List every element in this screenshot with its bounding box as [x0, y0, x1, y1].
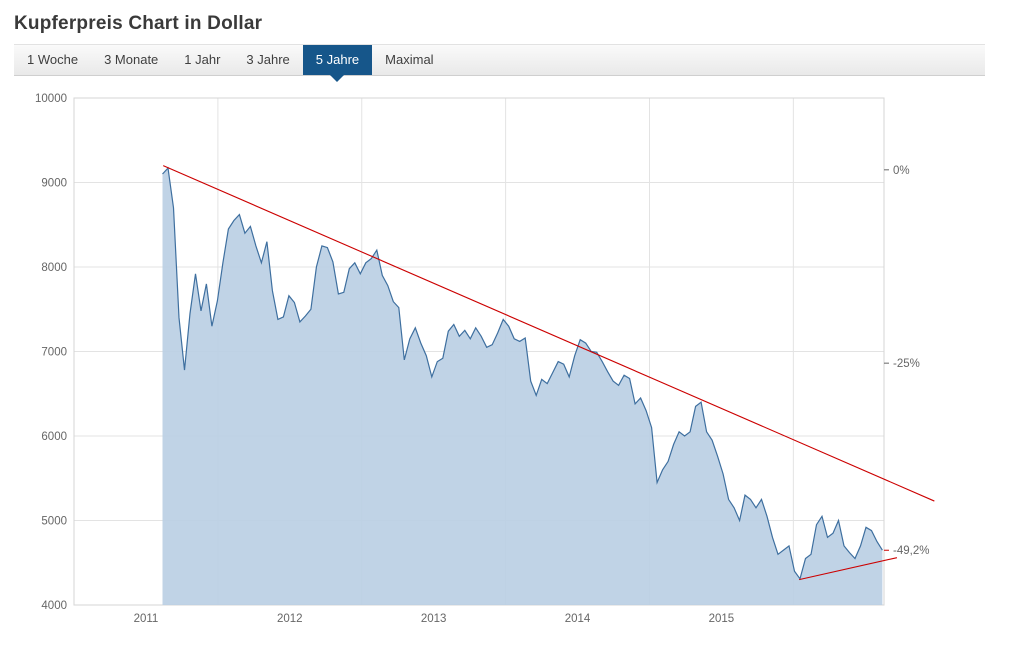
tab-maximal[interactable]: Maximal: [385, 52, 434, 67]
svg-text:6000: 6000: [41, 431, 67, 443]
tab-3-jahre[interactable]: 3 Jahre: [246, 52, 290, 67]
svg-text:2015: 2015: [709, 613, 735, 625]
range-tabbar: 1 Woche 3 Monate 1 Jahr 3 Jahre 5 Jahre …: [14, 44, 985, 82]
tab-5-jahre-label: 5 Jahre: [315, 52, 360, 67]
price-series: [162, 166, 883, 605]
x-axis-labels: 2011 2012 2013 2014 2015: [134, 613, 735, 625]
svg-text:10000: 10000: [35, 93, 67, 105]
svg-text:7000: 7000: [41, 347, 67, 359]
active-tab-pointer-icon: [330, 75, 345, 82]
svg-text:-25%: -25%: [893, 358, 920, 370]
svg-text:9000: 9000: [41, 178, 67, 190]
svg-text:2011: 2011: [134, 613, 159, 625]
chart-container[interactable]: 10000 9000 8000 7000 6000 5000 4000 2011 2012 201…: [14, 88, 1033, 641]
tab-3-monate[interactable]: 3 Monate: [104, 52, 159, 67]
svg-text:2013: 2013: [421, 613, 447, 625]
svg-text:5000: 5000: [41, 516, 67, 528]
trend-line-0: [162, 165, 935, 502]
svg-text:2012: 2012: [277, 613, 303, 625]
price-area-fill: [162, 168, 883, 605]
svg-text:0%: 0%: [893, 165, 910, 177]
tab-1-jahr[interactable]: 1 Jahr: [184, 52, 221, 67]
svg-text:8000: 8000: [41, 262, 67, 274]
percent-axis-labels: 0% -25% -49,2%: [884, 165, 929, 557]
price-line: [162, 166, 883, 581]
svg-text:-49,2%: -49,2%: [893, 545, 929, 557]
page-title: Kupferpreis Chart in Dollar: [14, 13, 263, 34]
trend-line-1: [798, 557, 898, 581]
svg-text:4000: 4000: [41, 600, 67, 612]
tab-5-jahre[interactable]: 5 Jahre: [302, 45, 373, 82]
tab-1-woche[interactable]: 1 Woche: [27, 52, 79, 67]
svg-text:2014: 2014: [565, 613, 591, 625]
trend-lines: [162, 165, 935, 581]
y-axis-labels: 10000 9000 8000 7000 6000 5000 4000: [35, 93, 67, 612]
